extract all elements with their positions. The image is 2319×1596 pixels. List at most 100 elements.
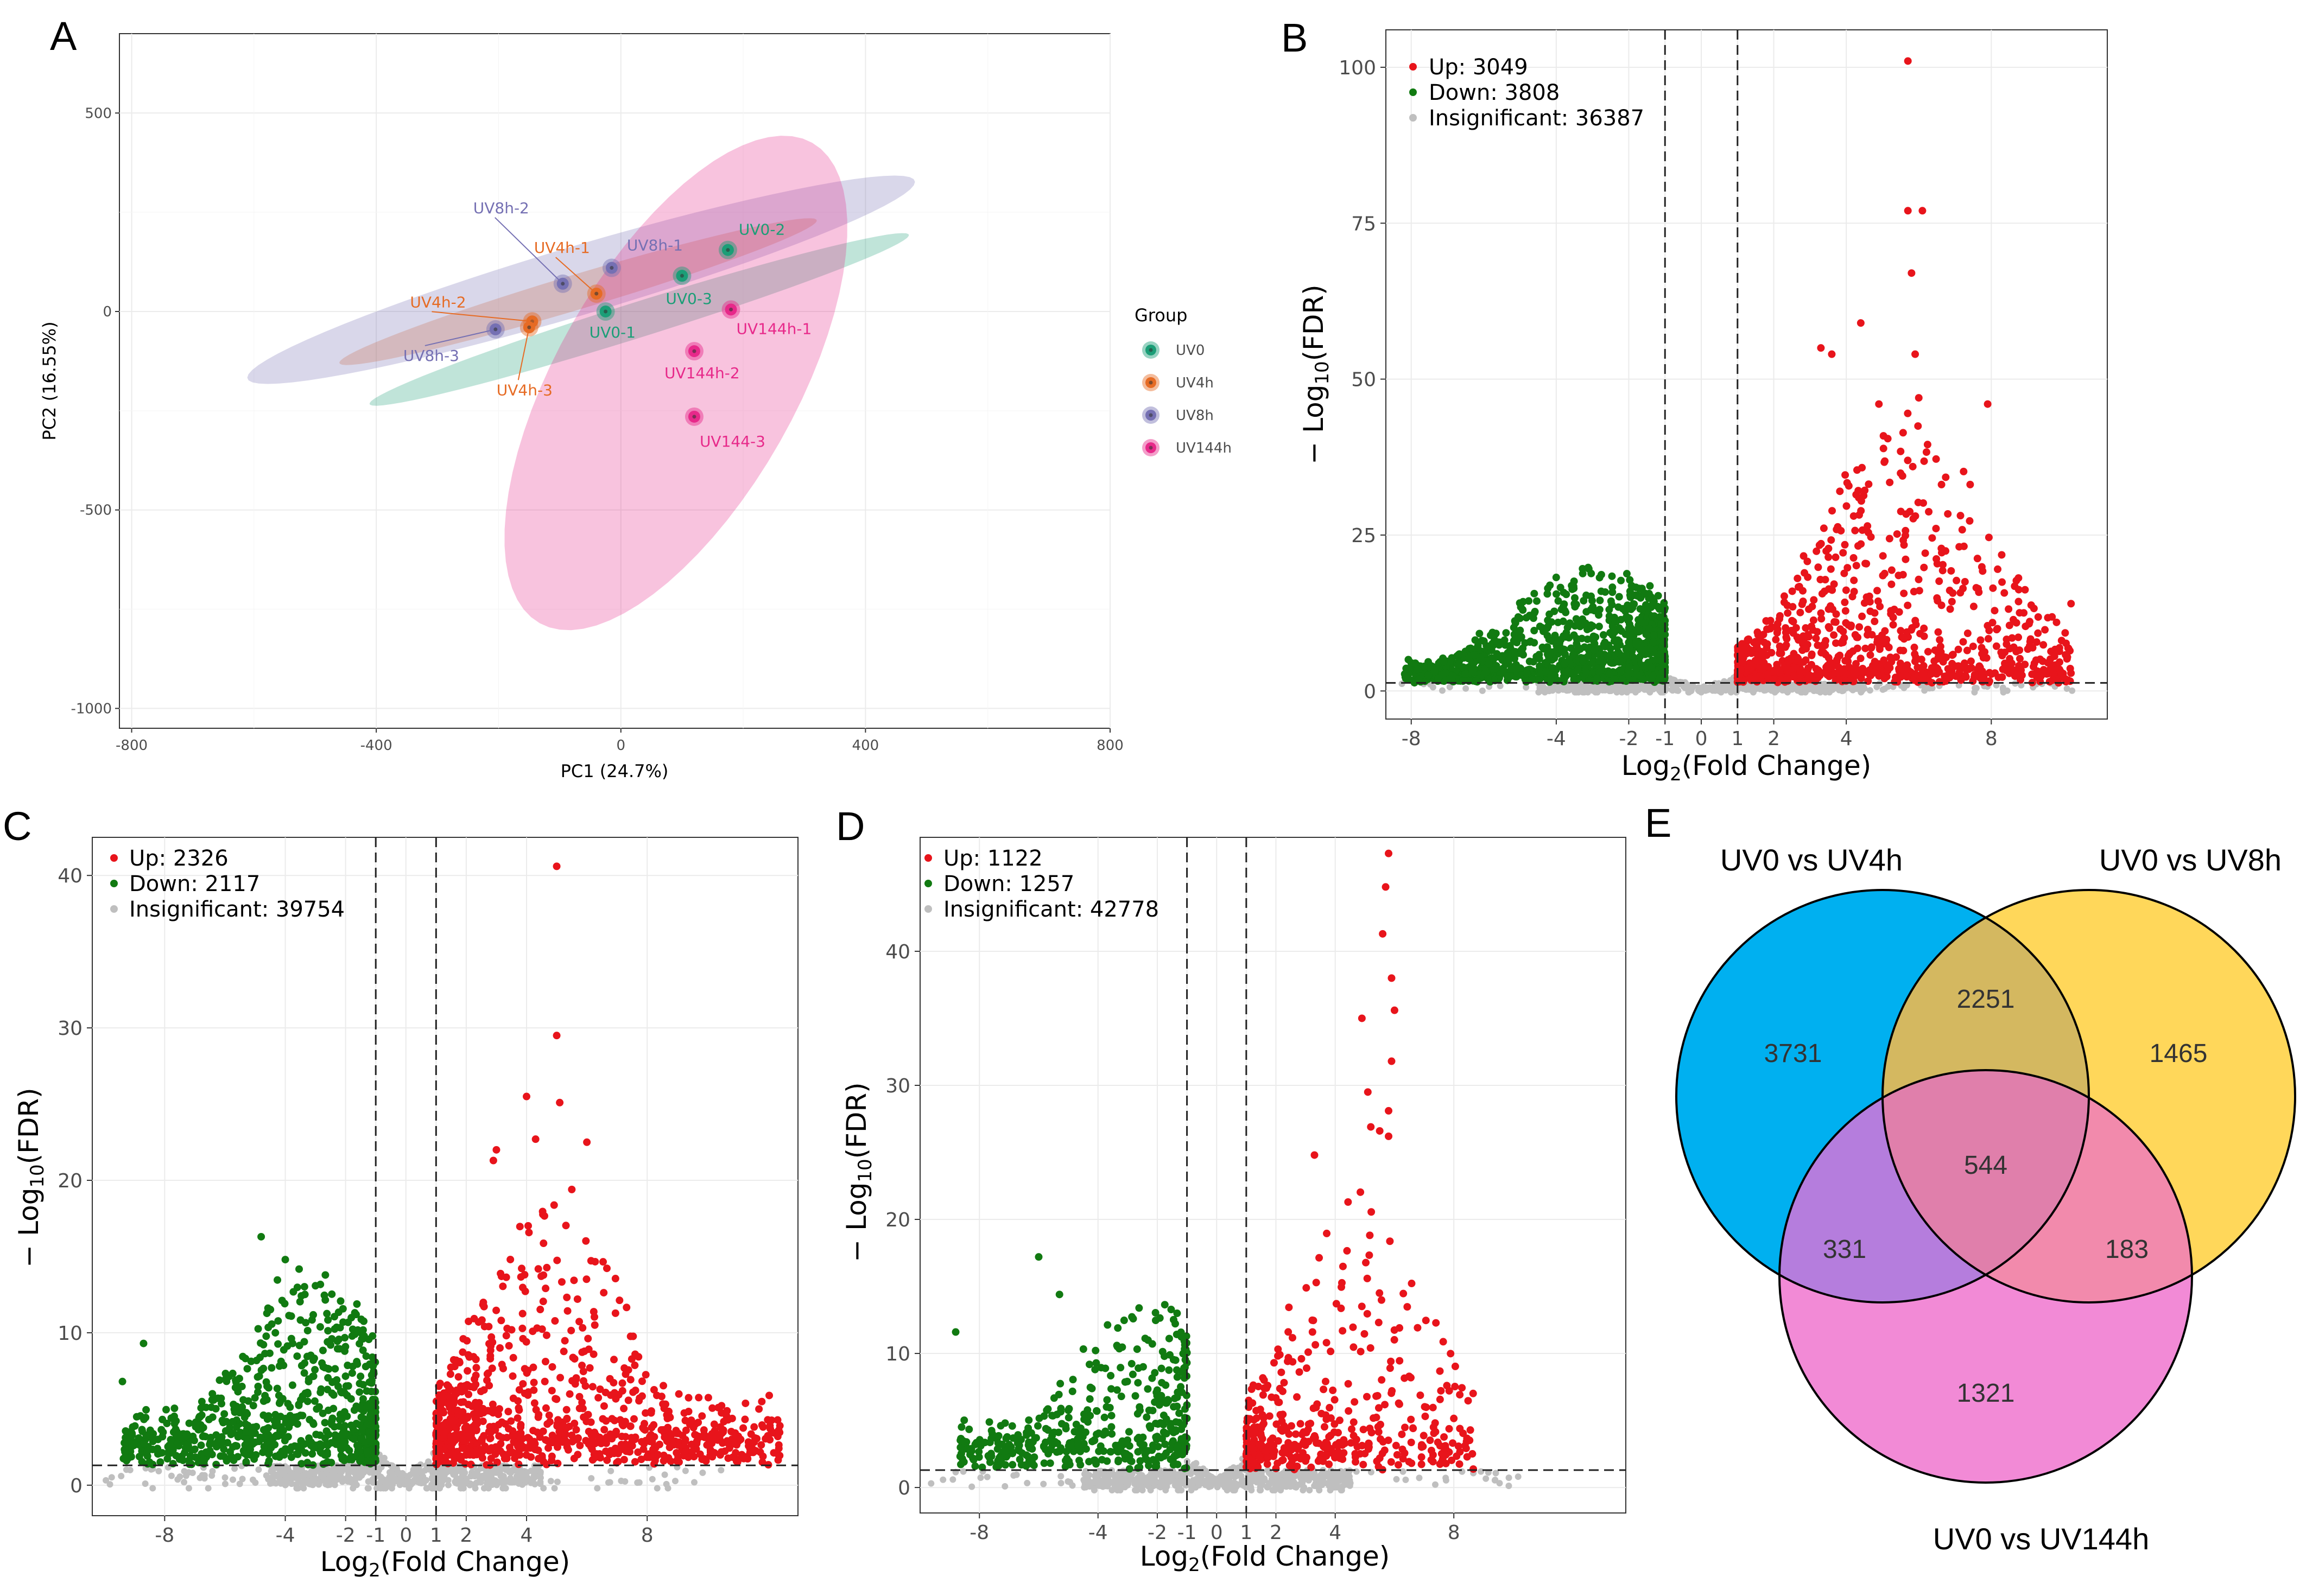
down-point (145, 1458, 154, 1466)
up-point (515, 1404, 523, 1412)
pca-point-center (726, 248, 730, 252)
pca-sample-label: UV8h-3 (403, 347, 459, 365)
up-point (553, 1256, 561, 1264)
up-point (2013, 671, 2022, 679)
up-point (626, 1376, 635, 1384)
down-point (229, 1417, 237, 1426)
up-point (1918, 670, 1926, 678)
up-point (1864, 677, 1872, 685)
up-point (571, 1355, 579, 1363)
down-point (311, 1366, 319, 1374)
down-point (311, 1397, 319, 1405)
insignificant-point (1771, 688, 1778, 695)
down-point (1625, 663, 1633, 671)
down-point (1637, 642, 1645, 650)
down-point (1587, 569, 1595, 577)
down-point (1487, 646, 1496, 654)
down-point (1546, 581, 1554, 589)
down-point (1650, 597, 1658, 606)
up-point (708, 1404, 717, 1412)
up-point (1903, 673, 1911, 681)
up-point (1836, 669, 1844, 677)
up-point (1973, 555, 1981, 563)
down-point (1605, 670, 1613, 678)
up-point (681, 1435, 689, 1444)
up-point (1812, 634, 1820, 643)
down-point (1618, 675, 1626, 683)
insignificant-point (718, 1467, 725, 1474)
up-point (739, 1424, 747, 1432)
up-point (1852, 491, 1860, 499)
up-point (1963, 630, 1972, 638)
insignificant-point (181, 1479, 188, 1486)
insignificant-point (1921, 687, 1928, 694)
insignificant-point (288, 1480, 295, 1487)
up-point (454, 1407, 462, 1415)
up-point (2047, 660, 2055, 669)
up-point (1860, 599, 1868, 607)
legend-down-text: Down: 3808 (1429, 80, 1560, 105)
down-point (309, 1311, 318, 1319)
pca-sample-label: UV144h-2 (664, 364, 740, 382)
up-point (1978, 650, 1986, 658)
down-point (181, 1448, 189, 1457)
up-point (1895, 571, 1903, 580)
down-point (1547, 672, 1555, 680)
pca-x-tick-label: 800 (1097, 737, 1124, 754)
down-point (1568, 582, 1576, 590)
down-point (369, 1362, 377, 1370)
up-point (519, 1380, 527, 1388)
up-point (1892, 653, 1900, 661)
down-point (175, 1442, 183, 1450)
up-point (643, 1453, 651, 1461)
up-point (1887, 610, 1895, 618)
up-point (515, 1432, 523, 1440)
up-point (1969, 602, 1978, 611)
insignificant-point (1682, 679, 1689, 686)
up-point (1795, 678, 1803, 686)
down-point (1645, 625, 1653, 633)
down-point (264, 1450, 273, 1458)
insignificant-point (1816, 683, 1823, 690)
insignificant-point (457, 1485, 464, 1492)
insignificant-point (1822, 689, 1829, 696)
x-tick-label: 1 (1731, 728, 1744, 750)
up-point (1910, 644, 1918, 652)
down-point (1589, 658, 1597, 666)
down-point (1648, 612, 1656, 620)
down-point (313, 1405, 321, 1413)
down-point (284, 1433, 292, 1441)
up-point (1738, 646, 1746, 654)
down-point (1626, 634, 1634, 642)
down-point (276, 1425, 284, 1433)
up-point (504, 1408, 512, 1416)
down-point (208, 1451, 216, 1459)
down-point (242, 1409, 250, 1417)
insignificant-point (671, 1478, 679, 1485)
pca-panel: UV0-1UV0-2UV0-3UV4h-1UV4h-2UV4h-3UV8h-1U… (39, 33, 1232, 781)
insignificant-point (185, 1469, 192, 1476)
up-point (1909, 462, 1917, 470)
down-point (167, 1435, 175, 1444)
down-point (334, 1382, 343, 1390)
insignificant-point (471, 1471, 478, 1478)
up-point (1893, 678, 1902, 686)
up-point (1773, 620, 1782, 628)
up-point (1828, 586, 1836, 594)
up-point (1908, 626, 1916, 634)
pca-label-leader (432, 311, 533, 322)
up-point (1925, 508, 1933, 516)
pca-ellipse-uv0 (369, 233, 909, 406)
down-point (358, 1423, 366, 1432)
down-point (358, 1454, 366, 1462)
down-point (1570, 676, 1578, 684)
down-point (230, 1456, 238, 1464)
pca-point-center (610, 266, 614, 270)
down-point (1545, 635, 1553, 644)
up-point (1817, 344, 1825, 352)
up-point (596, 1385, 604, 1394)
up-point (544, 1444, 553, 1452)
up-point (1886, 478, 1894, 486)
